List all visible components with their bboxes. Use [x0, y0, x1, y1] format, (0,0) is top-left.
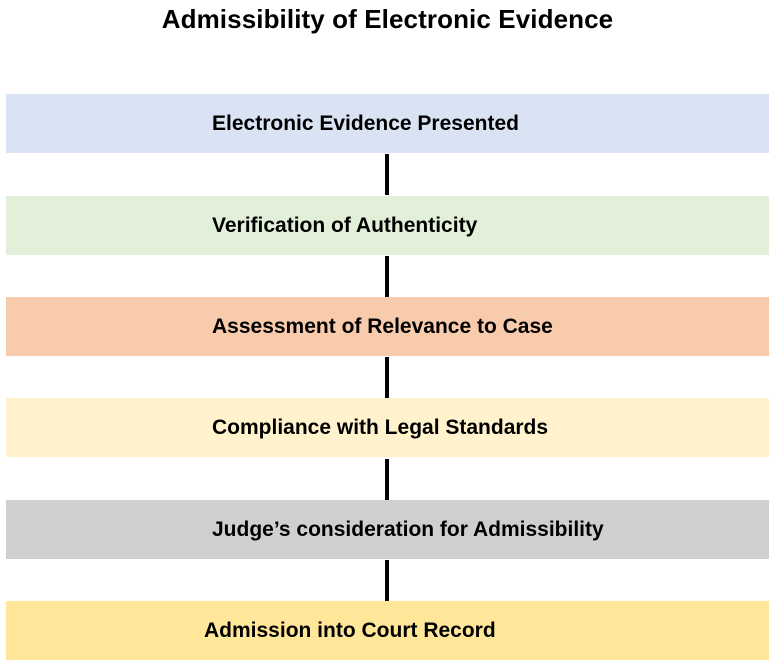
- connector-line: [385, 357, 389, 398]
- step-box-court-record: Admission into Court Record: [6, 601, 769, 660]
- diagram-title: Admissibility of Electronic Evidence: [161, 4, 614, 34]
- step-box-judge-consideration: Judge’s consideration for Admissibility: [6, 500, 769, 559]
- step-label: Electronic Evidence Presented: [212, 111, 519, 135]
- connector-line: [385, 459, 389, 500]
- step-box-relevance: Assessment of Relevance to Case: [6, 297, 769, 356]
- step-box-authenticity: Verification of Authenticity: [6, 196, 769, 255]
- connector-line: [385, 256, 389, 297]
- step-box-legal-standards: Compliance with Legal Standards: [6, 398, 769, 457]
- step-label: Verification of Authenticity: [212, 213, 478, 237]
- step-label: Judge’s consideration for Admissibility: [212, 517, 604, 541]
- step-label: Compliance with Legal Standards: [212, 415, 549, 439]
- connector-line: [385, 560, 389, 601]
- step-label: Admission into Court Record: [204, 618, 496, 642]
- connector-line: [385, 154, 389, 195]
- step-label: Assessment of Relevance to Case: [212, 314, 553, 338]
- step-box-evidence-presented: Electronic Evidence Presented: [6, 94, 769, 153]
